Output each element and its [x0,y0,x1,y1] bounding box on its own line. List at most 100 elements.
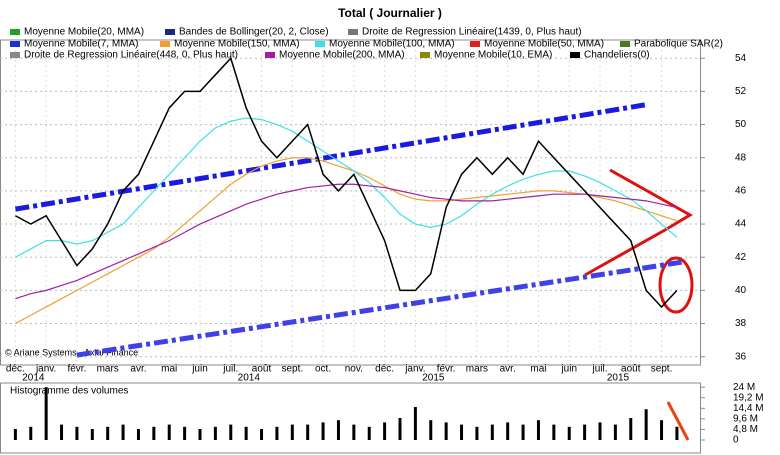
volume-bar [613,424,617,440]
volume-bar [490,424,494,440]
series-line [15,56,678,309]
legend-label: Chandeliers(0) [584,50,650,61]
series-line [15,157,678,325]
volume-bar [629,418,633,440]
y-tick-label: 46 [735,186,747,197]
volume-tick-label: 19,2 M [733,392,764,403]
volume-bar [660,420,664,440]
legend-swatch [470,41,480,47]
x-tick-label: févr. [67,364,86,375]
trendline [76,259,682,358]
x-tick-label: mars [97,364,119,375]
trendline [14,102,647,212]
volume-bar [290,424,294,440]
volume-bar [213,426,217,440]
x-tick-label: févr. [437,364,456,375]
volume-bar [121,424,125,440]
volume-bar [244,426,248,440]
legend-label: Moyenne Mobile(10, EMA) [434,50,552,61]
volume-bar [198,429,202,440]
volume-bar [60,424,64,440]
volume-bar [106,426,110,440]
legend-swatch [10,41,20,47]
volume-bar [536,420,540,440]
y-tick-label: 44 [735,219,747,230]
volume-bar [506,422,510,440]
x-tick-label: août [252,364,272,375]
y-tick-label: 50 [735,119,747,130]
series-line [15,183,678,300]
volume-bar [336,420,340,440]
volume-tick-label: 24 M [733,382,755,393]
volume-bar [367,426,371,440]
x-tick-label: mai [161,364,177,375]
volume-tick-label: 0 [733,435,739,446]
year-label: 2014 [22,373,45,384]
volume-bar [44,387,48,440]
volume-bar [675,426,679,440]
y-tick-label: 48 [735,152,747,163]
x-tick-label: juil. [591,364,607,375]
legend-swatch [160,41,170,47]
volume-bar [598,422,602,440]
plot-frame [0,39,701,366]
volume-bar [552,424,556,440]
x-tick-label: déc. [375,364,394,375]
volume-bar [136,429,140,440]
legend-swatch [10,29,20,35]
volume-tick-label: 4,8 M [733,424,758,435]
legend-label: Moyenne Mobile(200, MMA) [279,50,405,61]
volume-title: Histogramme des volumes [10,386,128,397]
legend-swatch [348,29,358,35]
volume-bar [460,424,464,440]
y-tick-label: 54 [735,53,747,64]
x-tick-label: juin [560,364,577,375]
year-label: 2015 [422,373,445,384]
x-tick-label: déc. [6,364,25,375]
legend-label: Bandes de Bollinger(20, 2, Close) [179,27,329,38]
volume-bar [321,422,325,440]
x-tick-label: août [621,364,641,375]
volume-bar [475,426,479,440]
year-label: 2014 [238,373,261,384]
volume-bar [90,429,94,440]
x-tick-label: mars [466,364,488,375]
volume-bar [383,422,387,440]
volume-bar [260,429,264,440]
volume-bar [352,424,356,440]
legend-swatch [620,41,630,47]
volume-bar [444,422,448,440]
volume-bar [183,426,187,440]
x-tick-label: avr. [130,364,146,375]
legend-label: Moyenne Mobile(20, MMA) [24,27,144,38]
legend-swatch [10,52,20,58]
x-tick-label: sept. [651,364,673,375]
chart-title: Total ( Journalier ) [338,6,442,20]
legend-swatch [570,52,580,58]
x-tick-label: janv. [404,364,425,375]
volume-bar [567,426,571,440]
annotation-arrows [584,168,693,277]
legend-label: Moyenne Mobile(7, MMA) [24,39,138,50]
legend-label: Moyenne Mobile(150, MMA) [174,39,300,50]
volume-bar [152,426,156,440]
volume-bar [167,424,171,440]
volume-bar [306,424,310,440]
legend-label: Parabolique SAR(2) [634,39,723,50]
volume-bar [521,424,525,440]
copyright: © Ariane Systems - Axial Finance [5,347,138,357]
x-tick-label: juin [191,364,208,375]
year-label: 2015 [607,373,630,384]
volume-bar [429,420,433,440]
x-tick-label: avr. [500,364,516,375]
legend-swatch [165,29,175,35]
legend-label: Droite de Regression Linéaire(448, 0, Pl… [24,50,238,61]
volume-bar [583,424,587,440]
volume-bar [229,424,233,440]
annotation-circle [658,256,694,314]
x-tick-label: sept. [281,364,303,375]
legend-label: Moyenne Mobile(100, MMA) [329,39,455,50]
